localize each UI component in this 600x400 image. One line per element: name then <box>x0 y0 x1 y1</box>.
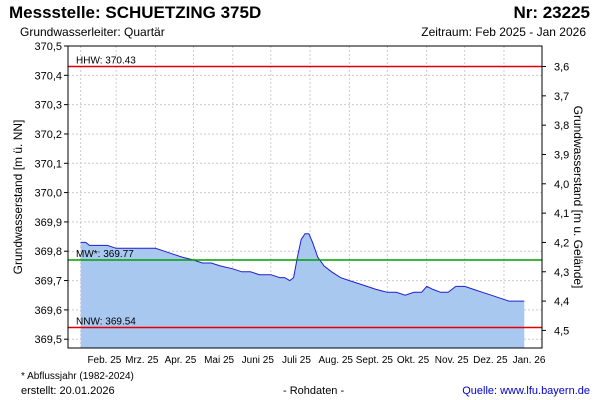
period-label: Zeitraum: Feb 2025 - Jan 2026 <box>421 25 586 39</box>
data-area-fill <box>80 233 525 348</box>
created-date: erstellt: 20.01.2026 <box>21 385 115 397</box>
y-right-tick-label: 3,7 <box>554 91 569 103</box>
y-right-axis-title: Grundwasserstand [m u. Gelände] <box>571 106 585 289</box>
y-right-tick-label: 4,0 <box>554 179 569 191</box>
y-right-tick-label: 4,2 <box>554 237 569 249</box>
plot-frame <box>67 45 543 349</box>
raw-data-note: - Rohdaten - <box>283 385 345 397</box>
footnote: * Abflussjahr (1982-2024) <box>21 371 134 382</box>
y-tick-label: 369,7 <box>34 276 62 288</box>
x-tick-label: Nov. 25 <box>435 355 469 366</box>
x-tick-label: Mrz. 25 <box>125 355 159 366</box>
x-tick-label: Jan. 26 <box>513 355 546 366</box>
nnw-label: NNW: 369.54 <box>76 316 136 327</box>
data-line <box>80 233 525 302</box>
chart-subtitle: Grundwasserleiter: Quartär <box>20 25 165 39</box>
y-right-tick-label: 3,8 <box>554 120 569 132</box>
y-tick-label: 369,5 <box>34 334 62 346</box>
y-right-tick-label: 4,5 <box>554 325 569 337</box>
y-tick-label: 369,9 <box>34 217 62 229</box>
hhw-label: HHW: 370.43 <box>76 56 136 67</box>
y-tick-label: 370,3 <box>34 100 62 112</box>
y-axis-title: Grundwasserstand [m ü. NN] <box>11 120 25 275</box>
x-tick-label: Okt. 25 <box>397 355 430 366</box>
x-tick-label: Aug. 25 <box>318 355 353 366</box>
page-title: Messstelle: SCHUETZING 375D <box>9 3 262 22</box>
data-area <box>80 233 525 348</box>
x-tick-label: Juni 25 <box>242 355 275 366</box>
y-right-tick-label: 4,1 <box>554 208 569 220</box>
y-right-tick-label: 3,6 <box>554 62 569 74</box>
axes: 370,5 370,4 370,3 370,2 370,1 370,0 369,9 369,8… <box>11 41 585 366</box>
y-right-tick-label: 4,4 <box>554 296 569 308</box>
x-tick-label: Feb. 25 <box>87 355 121 366</box>
x-tick-label: Mai 25 <box>204 355 234 366</box>
x-tick-label: Dez. 25 <box>473 355 508 366</box>
x-tick-label: Sept. 25 <box>356 355 394 366</box>
y-tick-label: 370,0 <box>34 188 62 200</box>
y-tick-label: 369,6 <box>34 305 62 317</box>
reference-lines: HHW: 370.43 MW*: 369.77 NNW: 369.54 <box>68 56 542 329</box>
x-tick-label: Apr. 25 <box>165 355 197 366</box>
mw-label: MW*: 369.77 <box>76 249 134 260</box>
source-link[interactable]: Quelle: www.lfu.bayern.de <box>462 385 590 397</box>
y-tick-label: 370,2 <box>34 129 62 141</box>
y-tick-label: 370,5 <box>34 41 62 53</box>
y-right-tick-label: 4,3 <box>554 267 569 279</box>
y-tick-label: 370,1 <box>34 158 62 170</box>
y-right-tick-label: 3,9 <box>554 149 569 161</box>
y-tick-label: 369,8 <box>34 246 62 258</box>
station-number: Nr: 23225 <box>513 3 590 22</box>
x-tick-label: Juli 25 <box>282 355 311 366</box>
y-tick-label: 370,4 <box>34 70 62 82</box>
